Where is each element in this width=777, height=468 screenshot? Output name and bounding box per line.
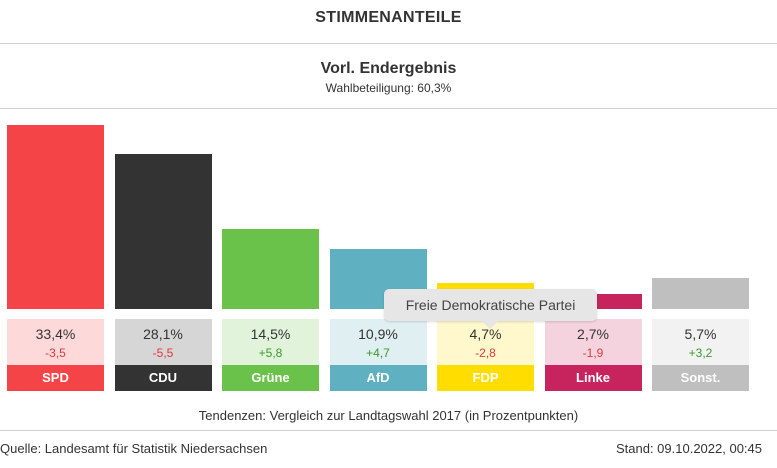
header-title: STIMMENANTEILE <box>315 9 462 26</box>
value-box-spd: 33,4% -3,5 <box>7 319 104 365</box>
party-label-sonst: Sonst. <box>652 365 749 391</box>
result-title: Vorl. Endergebnis <box>320 60 457 77</box>
party-label-grne: Grüne <box>222 365 319 391</box>
party-label-cdu: CDU <box>114 365 212 391</box>
change-label: -1,9 <box>582 346 604 360</box>
change-label: -3,5 <box>45 346 66 360</box>
timestamp-text: Stand: 09.10.2022, 00:45 <box>615 441 762 456</box>
party-label-afd: AfD <box>329 365 427 391</box>
value-label: 14,5% <box>250 326 291 342</box>
value-box-cdu: 28,1% -5,5 <box>114 319 212 365</box>
change-label: -2,8 <box>475 346 496 360</box>
tooltip-arrow <box>482 321 498 329</box>
change-label: +3,2 <box>688 346 713 360</box>
value-box-afd: 10,9% +4,7 <box>329 319 427 365</box>
value-label: 10,9% <box>358 326 398 342</box>
bar-spd[interactable] <box>7 125 104 309</box>
value-label: 2,7% <box>577 326 609 342</box>
party-label-spd: SPD <box>7 365 104 391</box>
value-box-sonst: 5,7% +3,2 <box>652 319 749 365</box>
bar-grne[interactable] <box>222 229 319 309</box>
change-label: +5,8 <box>258 346 283 360</box>
result-header: Vorl. Endergebnis Wahlbeteiligung: 60,3% <box>0 44 777 109</box>
bar-sonst[interactable] <box>652 277 749 309</box>
turnout-text: Wahlbeteiligung: 60,3% <box>325 81 452 95</box>
value-label: 5,7% <box>684 326 717 342</box>
source-text: Quelle: Landesamt für Statistik Niedersa… <box>0 441 268 456</box>
change-label: -5,5 <box>152 346 174 360</box>
change-label: +4,7 <box>366 346 390 360</box>
chart-header: STIMMENANTEILE <box>0 0 777 44</box>
value-box-linke: 2,7% -1,9 <box>544 319 642 365</box>
party-label-linke: Linke <box>544 365 642 391</box>
value-label: 28,1% <box>143 326 183 342</box>
trend-note: Tendenzen: Vergleich zur Landtagswahl 20… <box>198 408 579 423</box>
party-tooltip: Freie Demokratische Partei <box>384 289 597 321</box>
bar-cdu[interactable] <box>114 154 212 309</box>
footer: Quelle: Landesamt für Statistik Niedersa… <box>0 430 777 468</box>
value-label: 33,4% <box>35 326 76 342</box>
value-label: 4,7% <box>469 326 502 342</box>
party-label-fdp: FDP <box>437 365 534 391</box>
value-box-grne: 14,5% +5,8 <box>222 319 319 365</box>
